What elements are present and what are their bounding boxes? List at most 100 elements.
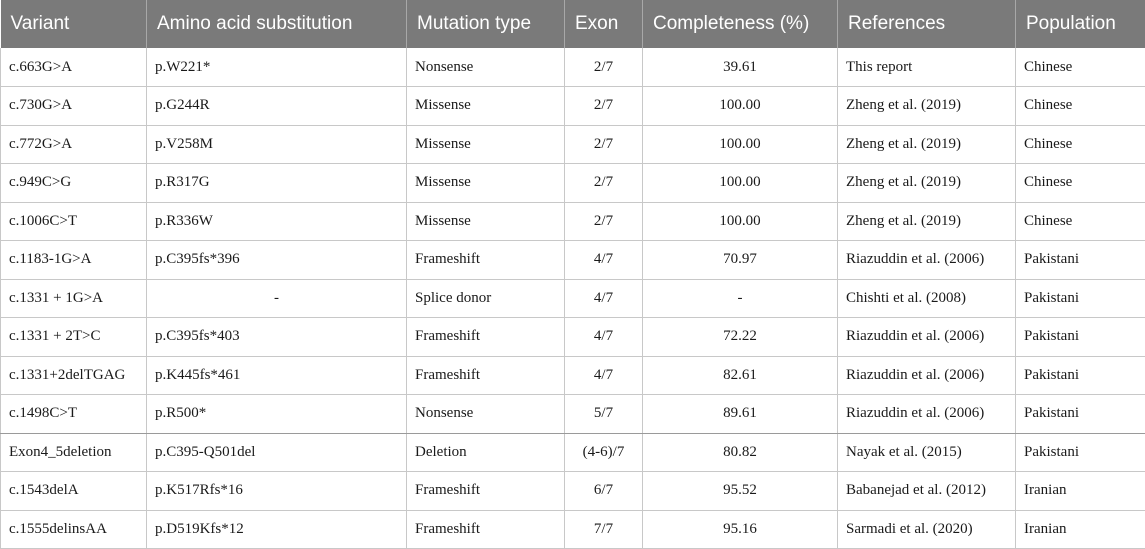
table-row: c.1555delinsAA p.D519Kfs*12 Frameshift 7… <box>0 510 1145 549</box>
cell-exon: 2/7 <box>564 48 643 87</box>
table-row: Exon4_5deletion p.C395-Q501del Deletion … <box>0 433 1145 472</box>
cell-amino-acid: p.C395fs*396 <box>146 240 407 280</box>
table-row: c.663G>A p.W221* Nonsense 2/7 39.61 This… <box>0 48 1145 87</box>
cell-mutation-type: Missense <box>406 163 565 203</box>
table-header: Variant Amino acid substitution Mutation… <box>0 0 1145 48</box>
cell-variant: c.1331+2delTGAG <box>0 356 147 395</box>
cell-amino-acid: p.K517Rfs*16 <box>146 471 407 511</box>
cell-reference: Riazuddin et al. (2006) <box>837 356 1016 395</box>
cell-population: Chinese <box>1015 86 1145 126</box>
cell-exon: 6/7 <box>564 471 643 511</box>
cell-amino-acid: p.V258M <box>146 125 407 164</box>
cell-population: Chinese <box>1015 125 1145 164</box>
table-row: c.1543delA p.K517Rfs*16 Frameshift 6/7 9… <box>0 471 1145 511</box>
cell-mutation-type: Missense <box>406 125 565 164</box>
table-row: c.1498C>T p.R500* Nonsense 5/7 89.61 Ria… <box>0 394 1145 434</box>
table-row: c.1331 + 2T>C p.C395fs*403 Frameshift 4/… <box>0 317 1145 357</box>
cell-completeness: 100.00 <box>642 86 838 126</box>
header-amino-acid-substitution: Amino acid substitution <box>146 0 407 48</box>
cell-variant: c.772G>A <box>0 125 147 164</box>
cell-amino-acid: p.G244R <box>146 86 407 126</box>
cell-mutation-type: Deletion <box>406 433 565 472</box>
header-references: References <box>837 0 1016 48</box>
cell-exon: 2/7 <box>564 163 643 203</box>
cell-population: Chinese <box>1015 163 1145 203</box>
cell-amino-acid: p.R317G <box>146 163 407 203</box>
cell-completeness: 82.61 <box>642 356 838 395</box>
cell-population: Pakistani <box>1015 279 1145 318</box>
cell-variant: c.1498C>T <box>0 394 147 434</box>
cell-exon: 4/7 <box>564 356 643 395</box>
cell-population: Iranian <box>1015 510 1145 549</box>
cell-reference: Zheng et al. (2019) <box>837 86 1016 126</box>
cell-exon: 4/7 <box>564 279 643 318</box>
cell-reference: This report <box>837 48 1016 87</box>
cell-exon: 2/7 <box>564 86 643 126</box>
table-row: c.1331 + 1G>A - Splice donor 4/7 - Chish… <box>0 279 1145 318</box>
cell-population: Pakistani <box>1015 433 1145 472</box>
cell-completeness: 95.16 <box>642 510 838 549</box>
cell-reference: Zheng et al. (2019) <box>837 163 1016 203</box>
header-population: Population <box>1015 0 1145 48</box>
cell-amino-acid: p.R336W <box>146 202 407 241</box>
cell-completeness: 70.97 <box>642 240 838 280</box>
table-row: c.730G>A p.G244R Missense 2/7 100.00 Zhe… <box>0 86 1145 126</box>
cell-reference: Sarmadi et al. (2020) <box>837 510 1016 549</box>
cell-reference: Riazuddin et al. (2006) <box>837 394 1016 434</box>
cell-reference: Babanejad et al. (2012) <box>837 471 1016 511</box>
cell-completeness: 100.00 <box>642 125 838 164</box>
cell-variant: c.1555delinsAA <box>0 510 147 549</box>
cell-population: Pakistani <box>1015 394 1145 434</box>
table-row: c.949C>G p.R317G Missense 2/7 100.00 Zhe… <box>0 163 1145 203</box>
header-mutation-type: Mutation type <box>406 0 565 48</box>
cell-exon: 5/7 <box>564 394 643 434</box>
cell-completeness: 80.82 <box>642 433 838 472</box>
cell-mutation-type: Nonsense <box>406 48 565 87</box>
cell-exon: 2/7 <box>564 202 643 241</box>
cell-mutation-type: Frameshift <box>406 317 565 357</box>
table-row: c.1006C>T p.R336W Missense 2/7 100.00 Zh… <box>0 202 1145 241</box>
cell-variant: c.949C>G <box>0 163 147 203</box>
cell-population: Iranian <box>1015 471 1145 511</box>
cell-completeness: 39.61 <box>642 48 838 87</box>
cell-amino-acid: p.W221* <box>146 48 407 87</box>
cell-amino-acid: p.D519Kfs*12 <box>146 510 407 549</box>
cell-variant: c.730G>A <box>0 86 147 126</box>
cell-completeness: 100.00 <box>642 163 838 203</box>
cell-exon: 2/7 <box>564 125 643 164</box>
cell-population: Chinese <box>1015 202 1145 241</box>
cell-mutation-type: Frameshift <box>406 240 565 280</box>
cell-mutation-type: Splice donor <box>406 279 565 318</box>
cell-completeness: 72.22 <box>642 317 838 357</box>
header-completeness: Completeness (%) <box>642 0 838 48</box>
cell-exon: 4/7 <box>564 240 643 280</box>
cell-mutation-type: Missense <box>406 202 565 241</box>
cell-mutation-type: Frameshift <box>406 510 565 549</box>
cell-amino-acid: - <box>146 279 407 318</box>
cell-variant: Exon4_5deletion <box>0 433 147 472</box>
cell-reference: Riazuddin et al. (2006) <box>837 317 1016 357</box>
table-body: c.663G>A p.W221* Nonsense 2/7 39.61 This… <box>0 48 1145 549</box>
cell-variant: c.1006C>T <box>0 202 147 241</box>
cell-mutation-type: Frameshift <box>406 471 565 511</box>
cell-reference: Chishti et al. (2008) <box>837 279 1016 318</box>
table-row: c.1331+2delTGAG p.K445fs*461 Frameshift … <box>0 356 1145 395</box>
cell-mutation-type: Nonsense <box>406 394 565 434</box>
cell-variant: c.1331 + 1G>A <box>0 279 147 318</box>
cell-variant: c.663G>A <box>0 48 147 87</box>
cell-variant: c.1331 + 2T>C <box>0 317 147 357</box>
cell-amino-acid: p.K445fs*461 <box>146 356 407 395</box>
cell-reference: Zheng et al. (2019) <box>837 125 1016 164</box>
cell-amino-acid: p.C395fs*403 <box>146 317 407 357</box>
cell-completeness: 89.61 <box>642 394 838 434</box>
cell-population: Pakistani <box>1015 240 1145 280</box>
header-exon: Exon <box>564 0 643 48</box>
cell-population: Pakistani <box>1015 317 1145 357</box>
cell-reference: Riazuddin et al. (2006) <box>837 240 1016 280</box>
cell-amino-acid: p.C395-Q501del <box>146 433 407 472</box>
table-row: c.1183-1G>A p.C395fs*396 Frameshift 4/7 … <box>0 240 1145 280</box>
header-variant: Variant <box>0 0 147 48</box>
cell-exon: (4-6)/7 <box>564 433 643 472</box>
cell-completeness: - <box>642 279 838 318</box>
